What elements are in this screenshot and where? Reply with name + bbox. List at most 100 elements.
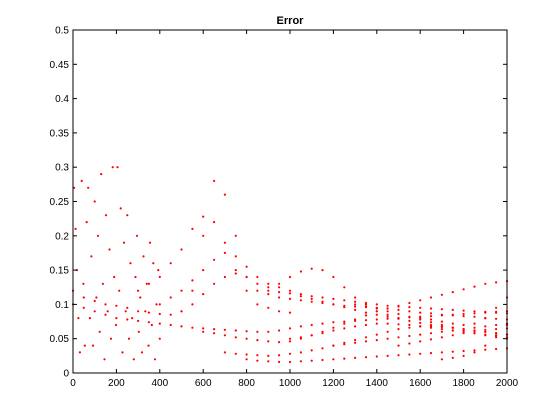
data-point bbox=[419, 306, 422, 309]
data-point bbox=[473, 312, 476, 315]
data-point bbox=[104, 303, 107, 306]
data-point bbox=[473, 330, 476, 333]
data-point bbox=[126, 318, 129, 321]
data-point bbox=[267, 354, 270, 357]
data-point bbox=[234, 269, 237, 272]
x-tick-label: 1800 bbox=[452, 378, 475, 389]
data-point bbox=[354, 296, 357, 299]
y-tick-label: 0.3 bbox=[55, 163, 69, 174]
data-point bbox=[101, 282, 104, 285]
data-point bbox=[462, 332, 465, 335]
data-point bbox=[103, 358, 106, 361]
data-point bbox=[473, 326, 476, 329]
y-tick-label: 0.4 bbox=[55, 94, 69, 105]
data-point bbox=[267, 293, 270, 296]
data-point bbox=[364, 323, 368, 327]
data-point bbox=[191, 227, 194, 230]
data-point bbox=[256, 354, 259, 357]
data-point bbox=[139, 296, 142, 299]
data-point bbox=[462, 323, 465, 327]
data-point bbox=[440, 351, 443, 354]
data-point bbox=[180, 289, 183, 292]
data-point bbox=[223, 275, 226, 279]
data-point bbox=[234, 234, 237, 237]
data-point bbox=[299, 351, 302, 354]
x-tick-label: 600 bbox=[195, 378, 212, 389]
data-point bbox=[278, 354, 281, 357]
data-point bbox=[145, 282, 148, 285]
data-point bbox=[202, 234, 205, 237]
data-point bbox=[495, 336, 498, 339]
data-point bbox=[386, 304, 389, 307]
data-point bbox=[82, 306, 85, 309]
data-point bbox=[473, 315, 476, 318]
data-point bbox=[419, 352, 422, 355]
data-point bbox=[278, 282, 281, 285]
data-point bbox=[115, 304, 118, 307]
data-point bbox=[126, 306, 129, 309]
data-point bbox=[440, 320, 443, 323]
data-point bbox=[299, 270, 302, 273]
data-point bbox=[408, 310, 411, 313]
data-point bbox=[408, 353, 411, 356]
data-point bbox=[332, 326, 335, 329]
data-point bbox=[202, 327, 205, 330]
data-point bbox=[202, 269, 205, 272]
data-point bbox=[288, 292, 292, 295]
data-point bbox=[343, 299, 346, 302]
data-point bbox=[256, 282, 259, 285]
data-point bbox=[267, 330, 270, 333]
data-point bbox=[397, 308, 400, 311]
data-point bbox=[213, 221, 216, 224]
y-axis: 0 0.05 0.1 0.15 0.2 0.25 0.3 0.35 0.4 0.45 0.5 bbox=[50, 26, 507, 380]
data-point bbox=[169, 262, 172, 265]
data-point bbox=[158, 322, 161, 325]
data-point bbox=[451, 356, 454, 359]
data-point bbox=[131, 317, 134, 320]
y-tick-label: 0.5 bbox=[55, 26, 69, 37]
data-point bbox=[354, 339, 357, 342]
data-point bbox=[364, 303, 368, 306]
data-point bbox=[147, 344, 150, 347]
data-point bbox=[332, 275, 335, 279]
data-point bbox=[213, 282, 216, 285]
data-point bbox=[429, 296, 433, 299]
data-point bbox=[375, 313, 378, 316]
data-point bbox=[267, 306, 270, 309]
data-point bbox=[408, 326, 411, 329]
x-tick-label: 1200 bbox=[322, 378, 345, 389]
data-point bbox=[451, 326, 454, 329]
data-point bbox=[429, 312, 433, 315]
data-point bbox=[278, 291, 281, 294]
data-point bbox=[495, 332, 498, 335]
data-point bbox=[135, 234, 139, 237]
data-point bbox=[83, 344, 86, 347]
data-point bbox=[484, 325, 487, 328]
data-point bbox=[473, 322, 476, 325]
data-point bbox=[213, 179, 216, 182]
data-point bbox=[332, 329, 335, 332]
data-point bbox=[440, 328, 443, 331]
data-point bbox=[397, 317, 400, 320]
data-point bbox=[152, 262, 155, 265]
data-point bbox=[90, 255, 93, 258]
data-point bbox=[158, 275, 161, 279]
data-point bbox=[386, 322, 389, 325]
data-point bbox=[213, 258, 216, 261]
data-point bbox=[462, 315, 465, 318]
data-point bbox=[462, 288, 465, 291]
data-point bbox=[299, 360, 302, 363]
data-point bbox=[386, 317, 389, 320]
data-point bbox=[321, 322, 324, 325]
data-point bbox=[343, 306, 346, 309]
data-point bbox=[137, 319, 140, 322]
data-point bbox=[234, 336, 237, 339]
data-point bbox=[80, 179, 83, 182]
data-point bbox=[354, 300, 357, 303]
data-point bbox=[473, 332, 476, 335]
data-point bbox=[495, 310, 498, 313]
data-point bbox=[95, 296, 98, 299]
data-point bbox=[109, 337, 113, 340]
data-point bbox=[111, 166, 114, 169]
data-point bbox=[115, 317, 118, 320]
